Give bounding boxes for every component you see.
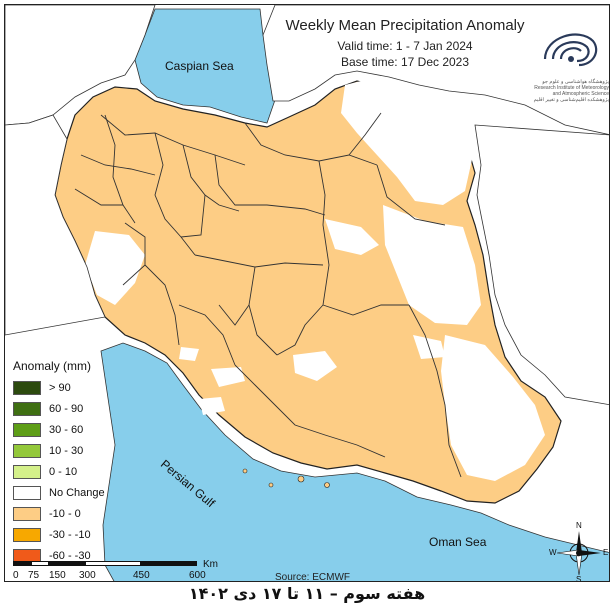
legend-label: 30 - 60 (49, 423, 84, 436)
scale-segment (85, 561, 141, 566)
legend-swatch (13, 527, 41, 542)
map-frame: Weekly Mean Precipitation Anomaly Valid … (4, 4, 610, 582)
scale-tick: 600 (189, 570, 206, 581)
legend-title: Anomaly (mm) (13, 359, 92, 373)
compass-north: N (576, 521, 582, 530)
legend-swatch (13, 464, 41, 479)
legend-item: 10 - 30 (13, 440, 109, 461)
legend-item: > 90 (13, 377, 109, 398)
scale-tick: 75 (28, 570, 40, 581)
legend-item: -10 - 0 (13, 503, 109, 524)
legend-label: -60 - -30 (49, 549, 91, 562)
legend-items: > 90 60 - 90 30 - 60 10 - 30 0 - 10 No Change… (13, 377, 109, 566)
islands (242, 468, 330, 488)
valid-time: Valid time: 1 - 7 Jan 2024 (337, 39, 473, 53)
caspian-sea-label: Caspian Sea (165, 59, 234, 73)
legend-label: 0 - 10 (49, 465, 78, 478)
legend-swatch (13, 506, 41, 521)
legend-item: No Change (13, 482, 109, 503)
legend-swatch (13, 422, 41, 437)
province-borders (74, 112, 462, 478)
persian-gulf-oman-sea (100, 342, 609, 581)
scale-tick: 150 (49, 570, 66, 581)
oman-sea-label: Oman Sea (429, 535, 487, 549)
legend-label: -10 - 0 (49, 507, 81, 520)
legend-item: -30 - -10 (13, 524, 109, 545)
source-label: Source: ECMWF (275, 572, 351, 582)
compass-east: E (603, 548, 609, 557)
scale-segment (31, 561, 49, 566)
legend-swatch (13, 401, 41, 416)
scale-segment (141, 561, 197, 566)
scale-tick: 450 (133, 570, 150, 581)
legend-swatch (13, 380, 41, 395)
map-canvas (5, 5, 609, 581)
no-change-areas (85, 75, 545, 481)
legend-label: No Change (49, 486, 105, 499)
legend-swatch (13, 443, 41, 458)
legend-item: 0 - 10 (13, 461, 109, 482)
legend: Anomaly (mm) > 90 60 - 90 30 - 60 10 - 30 0 … (13, 359, 109, 566)
persian-caption: هفته سوم – ۱۱ تا ۱۷ دی ۱۴۰۲ (188, 584, 426, 603)
compass-west: W (549, 548, 557, 557)
neighbor-countries (5, 5, 609, 406)
scale-bar: 0 75 150 300 450 600 Km (13, 559, 223, 581)
legend-swatch (13, 485, 41, 500)
compass-south: S (576, 575, 582, 582)
institute-name: پژوهشگاه هواشناسی و علوم جو Research Inst… (533, 79, 609, 103)
scale-segment (49, 561, 85, 566)
legend-item: 30 - 60 (13, 419, 109, 440)
legend-item: 60 - 90 (13, 398, 109, 419)
legend-label: > 90 (49, 381, 71, 394)
scale-tick: 300 (79, 570, 96, 581)
scale-unit: Km (203, 559, 218, 570)
map-title: Weekly Mean Precipitation Anomaly (285, 17, 525, 34)
scale-tick: 0 (13, 570, 19, 581)
legend-label: -30 - -10 (49, 528, 91, 541)
legend-label: 10 - 30 (49, 444, 84, 457)
compass-rose-icon: N S E W (549, 521, 609, 582)
base-time: Base time: 17 Dec 2023 (340, 55, 470, 69)
legend-label: 60 - 90 (49, 402, 84, 415)
institute-logo (543, 33, 598, 67)
scale-segment (13, 561, 31, 566)
